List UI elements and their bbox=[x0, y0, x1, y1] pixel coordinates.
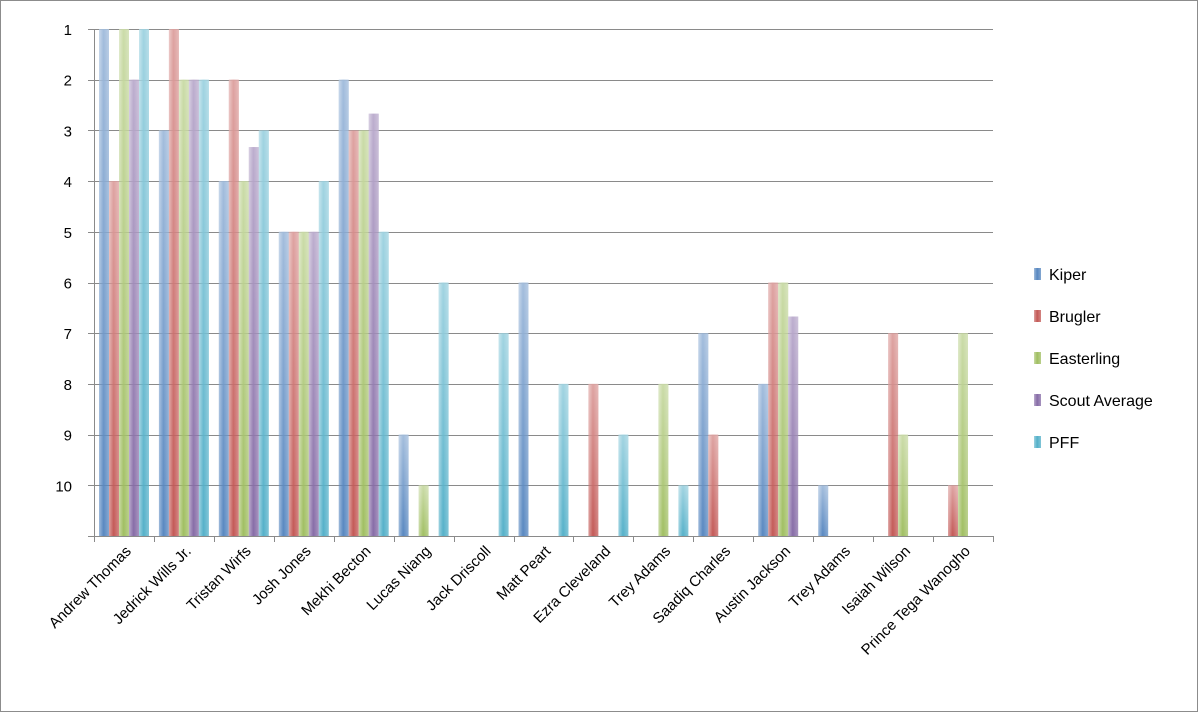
legend-swatch bbox=[1034, 352, 1041, 364]
y-tick-label: 10 bbox=[55, 478, 72, 495]
x-category-label: Tristan Wirfs bbox=[184, 543, 255, 614]
legend-swatch bbox=[1034, 394, 1041, 406]
y-tick-label: 5 bbox=[64, 225, 72, 242]
bar-highlight bbox=[418, 485, 429, 536]
bar-highlight bbox=[778, 282, 789, 536]
bar-highlight bbox=[438, 282, 449, 536]
bar-highlight bbox=[618, 434, 629, 536]
y-tick-label: 2 bbox=[64, 73, 72, 90]
y-tick-label: 8 bbox=[64, 377, 72, 394]
bar-highlight bbox=[888, 333, 899, 536]
bar-highlight bbox=[788, 316, 799, 536]
y-tick-label: 6 bbox=[64, 276, 72, 293]
legend-swatch bbox=[1034, 436, 1041, 448]
legend-label: Easterling bbox=[1049, 351, 1120, 368]
bar-highlight bbox=[168, 29, 179, 536]
bar-highlight bbox=[358, 130, 369, 536]
legend-label: Kiper bbox=[1049, 267, 1087, 284]
x-category-label: Josh Jones bbox=[249, 543, 315, 609]
bar-highlight bbox=[298, 231, 309, 537]
bar-highlight bbox=[228, 79, 239, 536]
bar-highlight bbox=[678, 485, 689, 536]
legend-label: Brugler bbox=[1049, 309, 1101, 326]
x-category-label: Prince Tega Wanogho bbox=[858, 543, 974, 659]
bars bbox=[99, 29, 968, 537]
bar-highlight bbox=[318, 181, 329, 536]
bar-highlight bbox=[708, 434, 719, 536]
legend-label: PFF bbox=[1049, 435, 1079, 452]
bar-highlight bbox=[958, 333, 968, 536]
x-category-label: Jack Driscoll bbox=[423, 543, 495, 615]
bar-highlight bbox=[218, 181, 229, 536]
bar-highlight bbox=[348, 130, 359, 536]
bar-highlight bbox=[158, 130, 169, 536]
legend-swatch bbox=[1034, 310, 1041, 322]
bar-highlight bbox=[109, 181, 119, 536]
bar-highlight bbox=[518, 282, 529, 536]
legend-label: Scout Average bbox=[1049, 393, 1153, 410]
bar-highlight bbox=[948, 485, 958, 536]
x-category-label: Matt Peart bbox=[493, 542, 555, 604]
bar-highlight bbox=[558, 383, 569, 536]
bar-highlight bbox=[258, 130, 269, 536]
bar-highlight bbox=[178, 79, 189, 536]
bar-highlight bbox=[368, 113, 379, 536]
bar-highlight bbox=[288, 231, 299, 537]
bar-highlight bbox=[698, 333, 709, 536]
y-tick-label: 1 bbox=[64, 22, 72, 39]
bar-highlight bbox=[119, 29, 129, 536]
bar-highlight bbox=[398, 434, 409, 536]
bar-highlight bbox=[248, 147, 259, 536]
bar-highlight bbox=[658, 383, 669, 536]
bar-highlight bbox=[198, 79, 209, 536]
bar-highlight bbox=[338, 79, 349, 536]
bar-highlight bbox=[758, 383, 769, 536]
bar-highlight bbox=[818, 485, 829, 536]
bar-highlight bbox=[378, 231, 389, 537]
bar-highlight bbox=[308, 231, 319, 537]
legend-swatch bbox=[1034, 268, 1041, 280]
bar-highlight bbox=[768, 282, 779, 536]
bar-highlight bbox=[498, 333, 509, 536]
bar-highlight bbox=[129, 79, 139, 536]
axes bbox=[88, 29, 994, 542]
bar-highlight bbox=[188, 79, 199, 536]
y-tick-label: 4 bbox=[64, 174, 72, 191]
bar-highlight bbox=[278, 231, 289, 537]
bar-highlight bbox=[238, 181, 249, 536]
legend: Kiper Brugler Easterling Scout Average PFF bbox=[1034, 267, 1153, 452]
bar-highlight bbox=[588, 383, 599, 536]
bar-highlight bbox=[139, 29, 149, 536]
y-tick-label: 9 bbox=[64, 428, 72, 445]
bar-highlight bbox=[99, 29, 109, 536]
y-tick-labels: 1 2 3 4 5 6 7 8 9 10 bbox=[55, 22, 72, 495]
y-tick-label: 3 bbox=[64, 123, 72, 140]
y-tick-label: 7 bbox=[64, 326, 72, 343]
bar-highlight bbox=[898, 434, 909, 536]
